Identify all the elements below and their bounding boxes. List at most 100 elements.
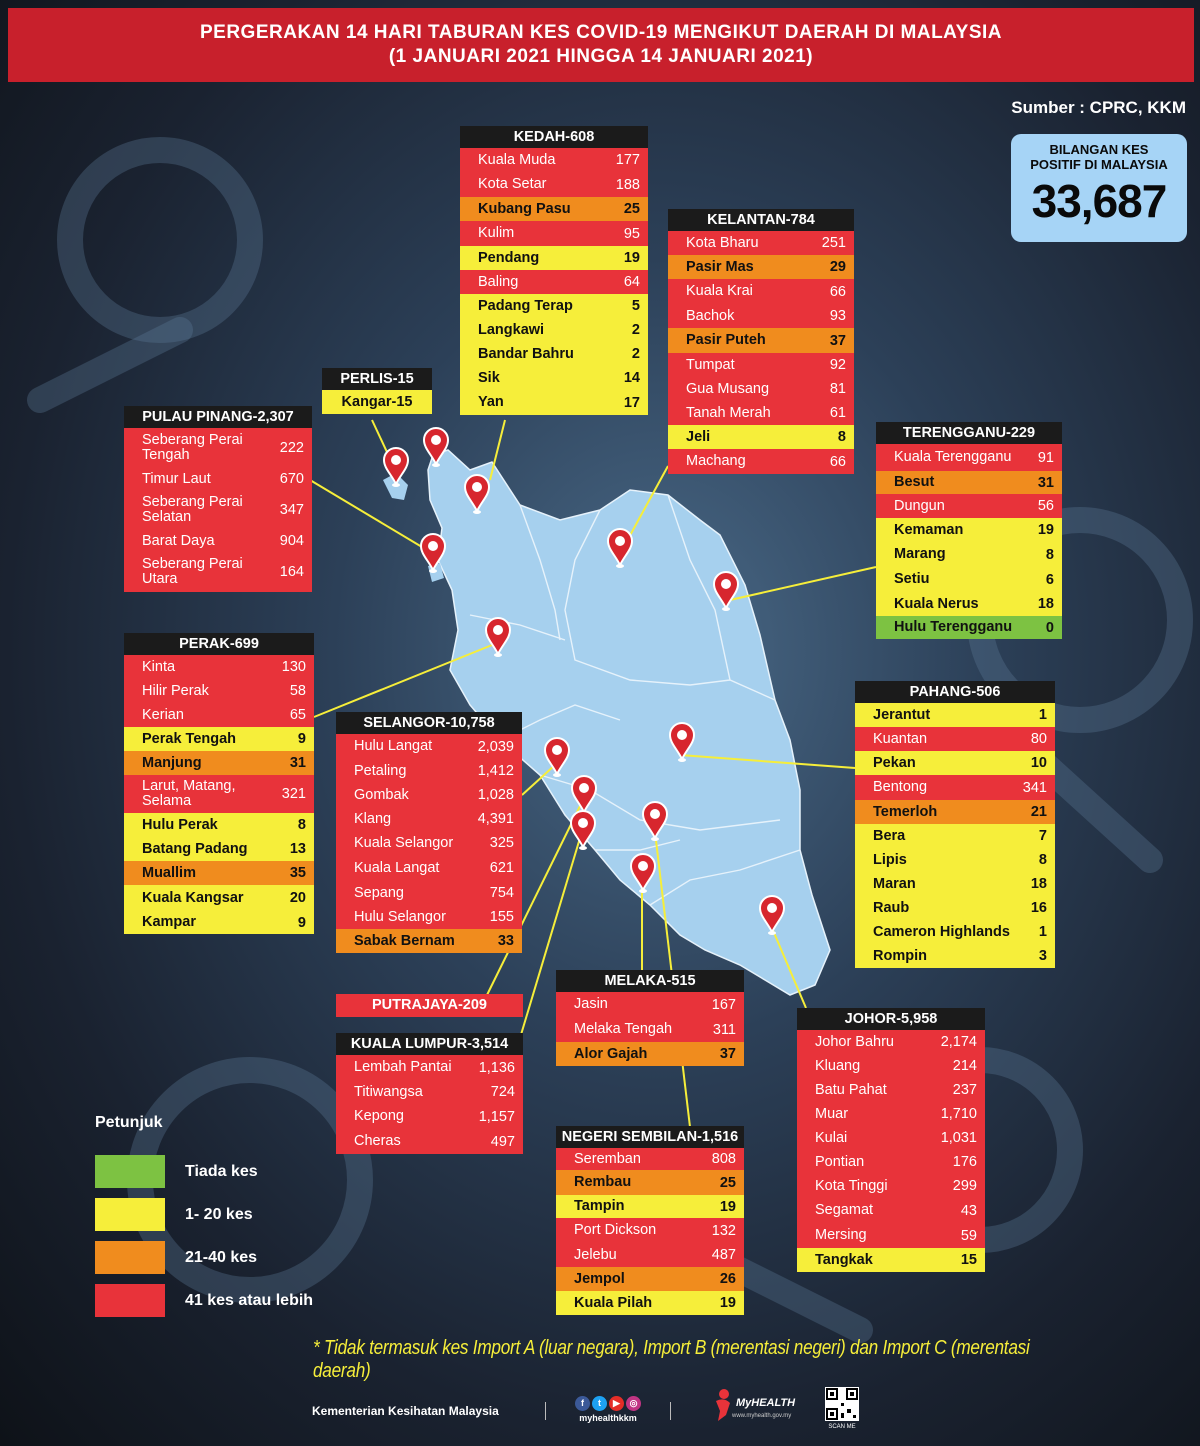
district-row-hulu-terengganu: Hulu Terengganu 0 <box>876 616 1062 639</box>
district-name: Jeli <box>686 428 711 445</box>
legend-label: 41 kes atau lebih <box>185 1291 314 1309</box>
state-box-negeri-sembilan: NEGERI SEMBILAN-1,516 Seremban 808 Rembau 25… <box>556 1126 744 1315</box>
legend-title: Petunjuk <box>95 1114 163 1131</box>
map-pin-icon <box>629 853 657 893</box>
district-name: Kuala Krai <box>686 283 753 299</box>
district-value: 325 <box>489 835 514 851</box>
qr-code-icon[interactable] <box>825 1387 859 1421</box>
district-name: Kampar <box>142 914 196 930</box>
district-name: Lipis <box>873 851 907 868</box>
district-value: 35 <box>289 865 306 881</box>
district-name: Seberang Perai Utara <box>142 556 243 587</box>
district-row-tangkak: Tangkak 15 <box>797 1248 985 1272</box>
state-box-terengganu: TERENGGANU-229 Kuala Terengganu 91 Besut 31 D… <box>876 422 1062 639</box>
district-name: Baling <box>478 273 519 290</box>
district-value: 29 <box>829 259 846 275</box>
district-name: Sik <box>478 369 500 386</box>
instagram-icon[interactable]: ◎ <box>626 1396 641 1411</box>
district-value: 1,136 <box>478 1059 515 1076</box>
legend-item-red: 41 kes atau lebih <box>95 1279 313 1322</box>
legend-swatch <box>95 1284 165 1317</box>
district-value: 321 <box>281 786 306 802</box>
district-row-kuala-muda: Kuala Muda 177 <box>460 148 648 172</box>
district-name: Kinta <box>142 658 176 675</box>
map-pin-icon <box>484 617 512 657</box>
district-value: 14 <box>623 370 640 386</box>
district-row-kluang: Kluang 214 <box>797 1054 985 1078</box>
district-row-pontian: Pontian 176 <box>797 1150 985 1174</box>
district-row-gombak: Gombak 1,028 <box>336 783 522 807</box>
district-name: Bera <box>873 827 906 844</box>
district-value: 19 <box>719 1295 736 1311</box>
district-row-dungun: Dungun 56 <box>876 494 1062 518</box>
district-name: Kangar-15 <box>341 393 413 410</box>
state-box-kuala-lumpur: KUALA LUMPUR-3,514 Lembah Pantai 1,136 Titi… <box>336 1033 523 1154</box>
district-row-jeli: Jeli 8 <box>668 425 854 449</box>
district-value: 2 <box>631 346 640 362</box>
district-row-langkawi: Langkawi 2 <box>460 318 648 342</box>
facebook-icon[interactable]: f <box>575 1396 590 1411</box>
qr-pattern <box>826 1388 858 1420</box>
district-value: 95 <box>623 225 640 242</box>
district-value: 167 <box>711 996 736 1013</box>
district-name: Kuala Kangsar <box>142 889 244 906</box>
district-name: Tampin <box>574 1198 625 1214</box>
district-row-rembau: Rembau 25 <box>556 1170 744 1195</box>
title-line-2: (1 JANUARI 2021 HINGGA 14 JANUARI 2021) <box>388 46 814 67</box>
district-value: 2 <box>631 322 640 338</box>
district-name: Segamat <box>815 1202 874 1218</box>
district-value: 7 <box>1038 828 1047 844</box>
district-name: Timur Laut <box>142 470 211 487</box>
total-label-line-1: BILANGAN KES <box>1049 142 1149 157</box>
district-value: 18 <box>1030 876 1047 892</box>
state-header: NEGERI SEMBILAN-1,516 <box>556 1126 744 1148</box>
district-row-kuala-selangor: Kuala Selangor 325 <box>336 831 522 855</box>
district-name: Jelebu <box>574 1246 617 1263</box>
map-pin-icon <box>641 801 669 841</box>
district-row-lembah-pantai: Lembah Pantai 1,136 <box>336 1055 523 1080</box>
district-row-cheras: Cheras 497 <box>336 1129 523 1154</box>
state-box-pahang: PAHANG-506 Jerantut 1 Kuantan 80 Pekan 10 Bento… <box>855 681 1055 968</box>
district-row-baling: Baling 64 <box>460 270 648 294</box>
district-name: Bandar Bahru <box>478 345 574 362</box>
district-name: Cameron Highlands <box>873 923 1010 940</box>
district-name: Kuantan <box>873 730 928 747</box>
legend-item-green: Tiada kes <box>95 1150 313 1193</box>
youtube-icon[interactable]: ▶ <box>609 1396 624 1411</box>
district-row-kinta: Kinta 130 <box>124 655 314 679</box>
state-header: PERLIS-15 <box>322 368 432 390</box>
footer-divider <box>545 1402 546 1420</box>
district-name: Kulim <box>478 225 515 241</box>
map-pin-icon <box>758 895 786 935</box>
district-row-kuala-terengganu: Kuala Terengganu 91 <box>876 444 1062 471</box>
district-value: 33 <box>497 933 514 949</box>
district-value: 66 <box>829 283 846 300</box>
twitter-icon[interactable]: t <box>592 1396 607 1411</box>
district-row-kubang-pasu: Kubang Pasu 25 <box>460 197 648 221</box>
district-row-kuantan: Kuantan 80 <box>855 727 1055 751</box>
district-value: 3 <box>1038 948 1047 964</box>
footer-divider <box>670 1402 671 1420</box>
state-box-kelantan: KELANTAN-784 Kota Bharu 251 Pasir Mas 29 Kual… <box>668 209 854 474</box>
district-name: Pontian <box>815 1153 865 1170</box>
district-row-kepong: Kepong 1,157 <box>336 1104 523 1129</box>
district-value: 19 <box>719 1198 736 1215</box>
district-name: Kuala Pilah <box>574 1294 653 1311</box>
district-row-jasin: Jasin 167 <box>556 992 744 1017</box>
state-box-melaka: MELAKA-515 Jasin 167 Melaka Tengah 311 Alor G… <box>556 970 744 1066</box>
district-value: 1,157 <box>478 1108 515 1125</box>
social-links: f t ▶ ◎ myhealthkkm <box>563 1393 653 1423</box>
district-row-larut-matang-selama: Larut, Matang, Selama 321 <box>124 775 314 813</box>
district-row-kuala-nerus: Kuala Nerus 18 <box>876 592 1062 616</box>
district-row-kulim: Kulim 95 <box>460 221 648 246</box>
district-value: 754 <box>489 885 514 901</box>
district-name: Raub <box>873 899 910 916</box>
district-value: 43 <box>960 1202 977 1219</box>
district-row-mersing: Mersing 59 <box>797 1223 985 1248</box>
map-pin-icon <box>543 737 571 777</box>
legend: Petunjuk Tiada kes 1- 20 kes 21-40 kes 41 k… <box>95 1114 313 1322</box>
state-header: KEDAH-608 <box>460 126 648 148</box>
district-value: 237 <box>952 1082 977 1098</box>
myhealth-url: www.myhealth.gov.my <box>732 1413 792 1419</box>
district-value: 10 <box>1030 755 1047 771</box>
